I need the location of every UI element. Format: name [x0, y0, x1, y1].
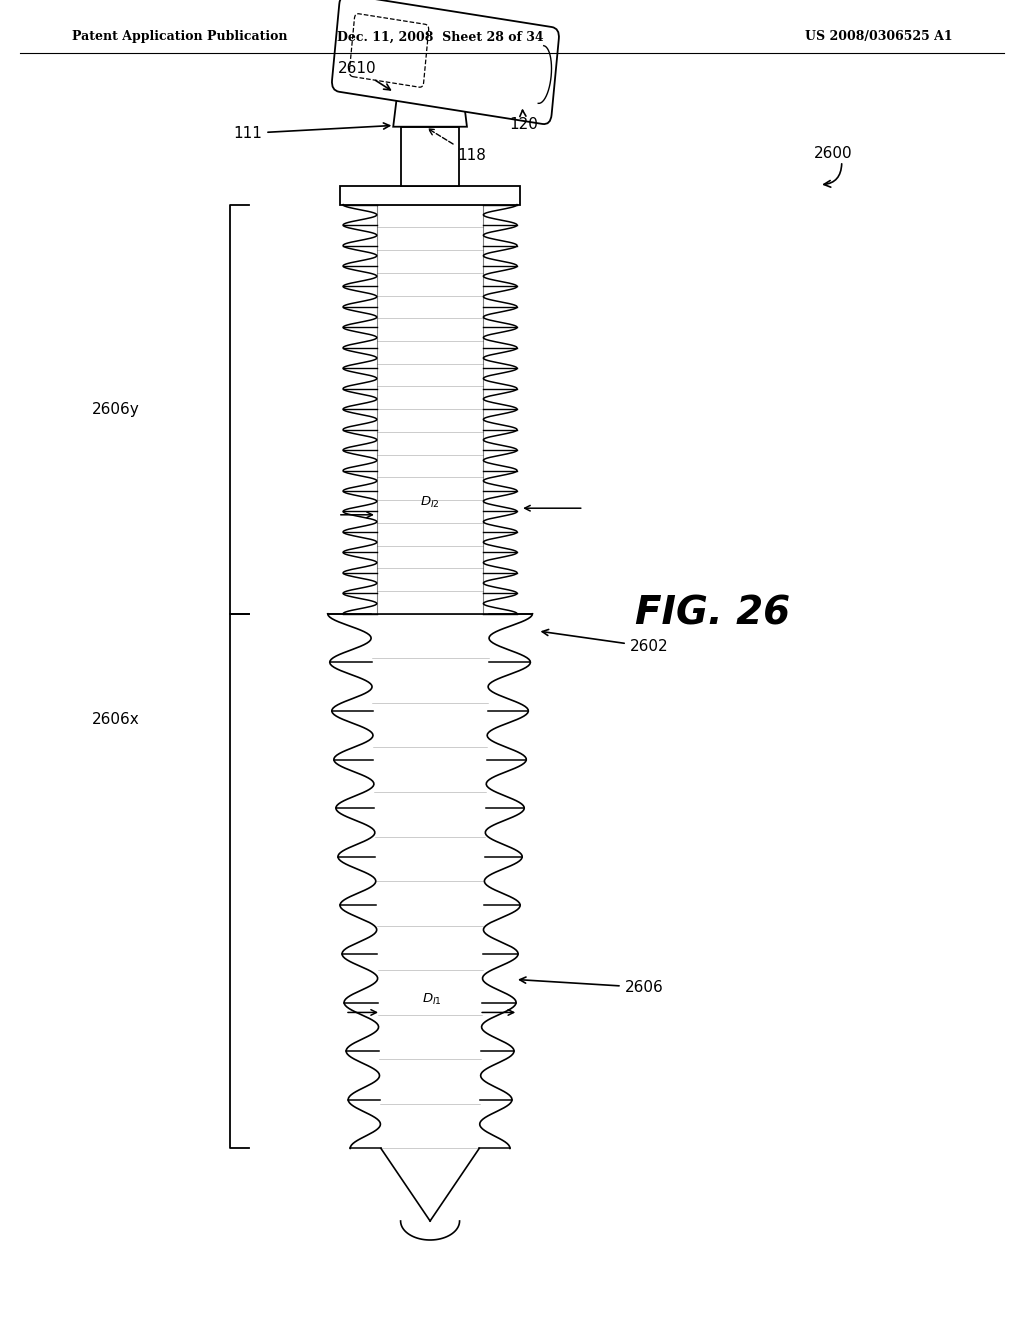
Text: 2600: 2600 — [814, 145, 853, 161]
Text: $D_{I1}$: $D_{I1}$ — [422, 993, 441, 1007]
Text: 120: 120 — [509, 110, 538, 132]
FancyArrowPatch shape — [824, 164, 842, 187]
FancyBboxPatch shape — [349, 13, 429, 87]
Text: Dec. 11, 2008  Sheet 28 of 34: Dec. 11, 2008 Sheet 28 of 34 — [337, 30, 544, 44]
Text: 118: 118 — [429, 129, 486, 164]
Text: US 2008/0306525 A1: US 2008/0306525 A1 — [805, 30, 952, 44]
Polygon shape — [401, 127, 459, 186]
FancyBboxPatch shape — [332, 0, 559, 124]
Text: Patent Application Publication: Patent Application Publication — [72, 30, 287, 44]
Text: 2606: 2606 — [520, 977, 664, 995]
Text: 111: 111 — [233, 123, 389, 141]
Text: 2610: 2610 — [338, 61, 390, 90]
Text: FIG. 26: FIG. 26 — [635, 595, 790, 632]
Text: $D_{I2}$: $D_{I2}$ — [420, 495, 439, 510]
Polygon shape — [340, 186, 520, 205]
Polygon shape — [393, 77, 467, 127]
Text: 2606x: 2606x — [92, 711, 140, 727]
Text: 2602: 2602 — [542, 630, 669, 655]
Text: 2606y: 2606y — [92, 401, 140, 417]
